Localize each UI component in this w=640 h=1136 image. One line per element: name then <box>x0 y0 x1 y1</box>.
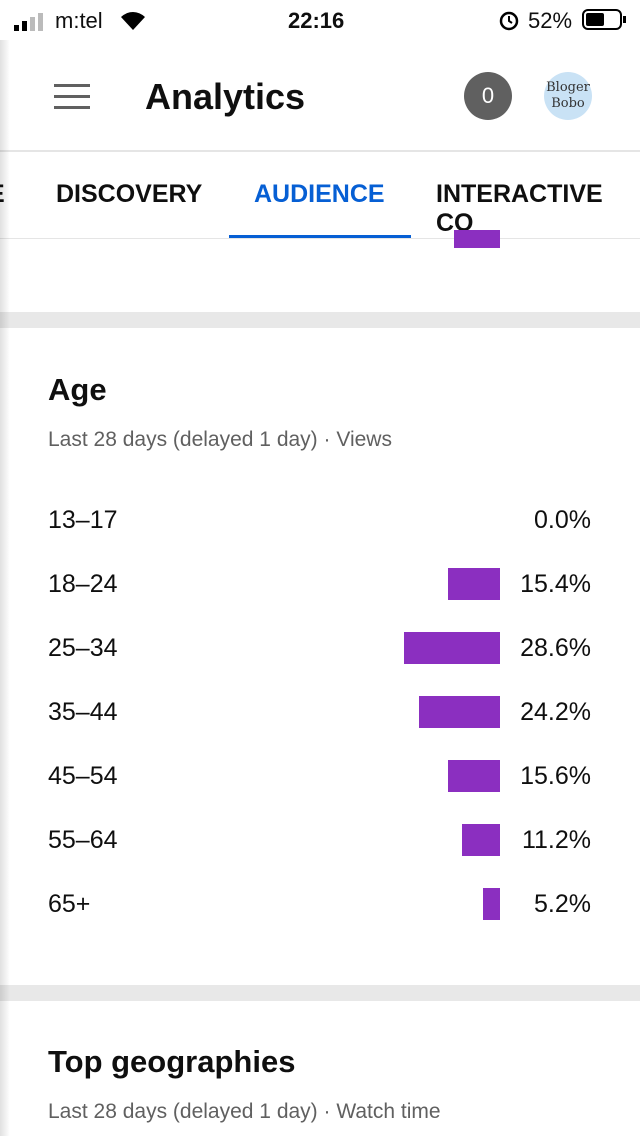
alarm-icon <box>499 11 519 31</box>
section-separator <box>0 312 640 328</box>
tab-divider <box>0 238 640 239</box>
bar <box>418 696 500 728</box>
section-subtitle: Last 28 days (delayed 1 day) · Views <box>48 428 392 451</box>
battery-percent: 52% <box>528 8 573 33</box>
bar <box>482 888 500 920</box>
battery-icon <box>582 9 626 30</box>
section-subtitle: Last 28 days (delayed 1 day) · Watch tim… <box>48 1100 441 1123</box>
category-label: 35–44 <box>48 698 118 726</box>
header-divider <box>0 150 640 152</box>
category-label: 18–24 <box>48 570 118 598</box>
section-title: Top geographies <box>48 1044 296 1079</box>
tab[interactable]: AUDIENCE <box>254 180 385 208</box>
value-label: 5.2% <box>534 890 591 918</box>
category-label: 25–34 <box>48 634 118 662</box>
value-label: 28.6% <box>520 634 591 662</box>
clock: 22:16 <box>288 8 345 33</box>
value-label: 15.4% <box>520 570 591 598</box>
edge-shadow <box>0 40 10 1136</box>
wifi-icon <box>121 12 145 30</box>
carrier: m:tel <box>55 8 103 33</box>
value-label: 0.0% <box>534 506 591 534</box>
bar <box>403 632 500 664</box>
signal <box>14 12 50 37</box>
bar <box>462 824 500 856</box>
value-label: 24.2% <box>520 698 591 726</box>
avatar[interactable]: Bloger Bobo <box>544 72 592 120</box>
section-separator <box>0 985 640 1001</box>
value-label: 15.6% <box>520 762 591 790</box>
active-tab-indicator <box>229 235 411 239</box>
bar <box>447 760 500 792</box>
notification-badge[interactable]: 0 <box>464 72 512 120</box>
menu-button[interactable] <box>54 84 90 110</box>
tab[interactable]: E <box>0 180 5 209</box>
category-label: 13–17 <box>48 506 118 534</box>
category-label: 65+ <box>48 890 91 918</box>
value-label: 11.2% <box>521 826 591 854</box>
section-title: Age <box>48 372 107 407</box>
page-title: Analytics <box>145 76 306 117</box>
partial-bar <box>454 230 500 248</box>
category-label: 45–54 <box>48 762 118 790</box>
tab[interactable]: DISCOVERY <box>56 180 203 208</box>
tab[interactable]: INTERACTIVE CO <box>436 180 603 237</box>
category-label: 55–64 <box>48 826 118 854</box>
bar <box>448 568 500 600</box>
